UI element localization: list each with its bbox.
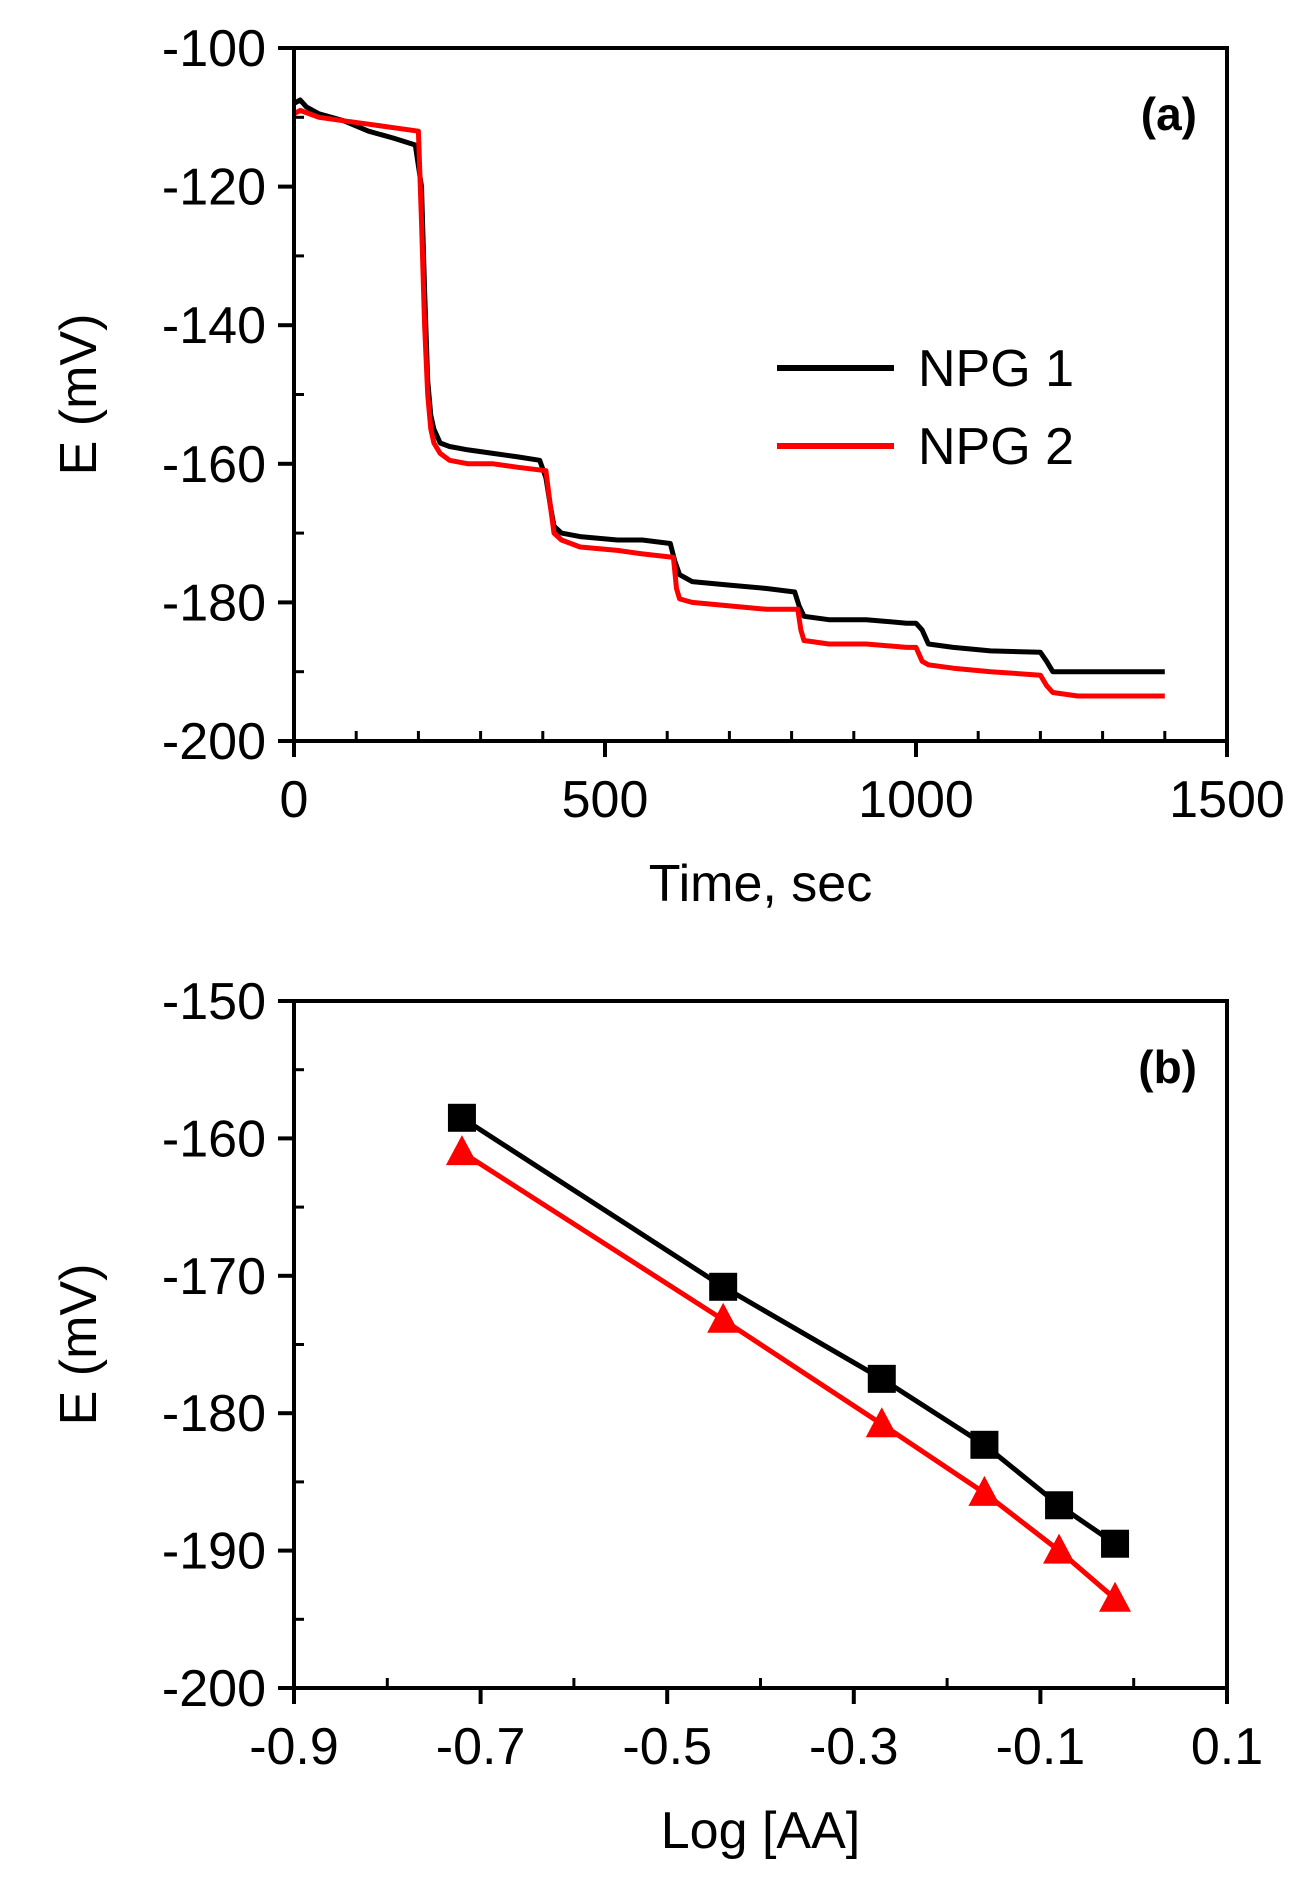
y-tick-label: -120 xyxy=(162,159,266,217)
tick-labels: -150 -160 -170 -180 -190 -200-0.9 -0.7 -0.5 -0.3… xyxy=(162,973,1263,1776)
y-tick-label: -170 xyxy=(162,1248,266,1306)
x-tick-label: 0.1 xyxy=(1191,1718,1263,1776)
legend-label-npg-2: NPG 2 xyxy=(918,418,1074,476)
data-point-square xyxy=(447,1103,476,1132)
x-tick-label: -0.9 xyxy=(249,1718,339,1776)
data-point-triangle xyxy=(865,1407,898,1438)
x-tick-label: 500 xyxy=(562,771,649,829)
minor-ticks xyxy=(294,1068,1136,1688)
data-point-triangle xyxy=(707,1302,740,1333)
plot-frame xyxy=(292,999,1229,1690)
plot-frame xyxy=(292,46,1229,743)
data-point-square xyxy=(867,1364,896,1393)
y-axis-title: E (mV) xyxy=(50,314,108,476)
legend: NPG 1 NPG 2 xyxy=(777,340,1074,476)
chart-panel-b: -150 -160 -170 -180 -190 -200-0.9 -0.7 -0.5 -0.3… xyxy=(50,973,1263,1860)
major-ticks xyxy=(278,46,1229,757)
data-point-square xyxy=(709,1272,738,1301)
x-tick-label: 1500 xyxy=(1169,771,1285,829)
data-point-triangle xyxy=(1099,1581,1132,1612)
data-point-triangle xyxy=(1043,1533,1076,1564)
x-tick-label: 1000 xyxy=(858,771,974,829)
y-tick-label: -200 xyxy=(162,713,266,771)
panel-label: (b) xyxy=(1138,1041,1197,1093)
series-line-2 xyxy=(292,107,1165,699)
data-point-triangle xyxy=(968,1475,1001,1506)
series-fit-lines xyxy=(460,1115,1117,1601)
fit-line-1 xyxy=(460,1115,1117,1546)
y-tick-label: -100 xyxy=(162,20,266,78)
data-point-square xyxy=(1101,1529,1130,1558)
major-ticks xyxy=(278,999,1229,1704)
x-tick-label: -0.5 xyxy=(622,1718,712,1776)
data-point-triangle xyxy=(445,1135,478,1166)
data-point-square xyxy=(1045,1491,1074,1520)
y-tick-label: -140 xyxy=(162,297,266,355)
panel-label: (a) xyxy=(1141,88,1197,140)
x-tick-label: -0.1 xyxy=(996,1718,1086,1776)
y-tick-label: -150 xyxy=(162,973,266,1031)
legend-label-npg-1: NPG 1 xyxy=(918,340,1074,398)
y-tick-label: -190 xyxy=(162,1523,266,1581)
y-axis-title: E (mV) xyxy=(50,1264,108,1426)
fit-line-2 xyxy=(460,1149,1117,1601)
data-point-square xyxy=(970,1430,999,1459)
x-tick-label: 0 xyxy=(280,771,309,829)
x-tick-label: -0.3 xyxy=(809,1718,899,1776)
series-lines xyxy=(292,97,1165,699)
y-tick-label: -180 xyxy=(162,1385,266,1443)
y-tick-label: -180 xyxy=(162,574,266,632)
x-tick-label: -0.7 xyxy=(436,1718,526,1776)
data-markers xyxy=(445,1103,1132,1612)
x-axis-title: Log [AA] xyxy=(661,1802,860,1860)
y-tick-label: -160 xyxy=(162,1110,266,1168)
y-tick-label: -160 xyxy=(162,436,266,494)
x-axis-title: Time, sec xyxy=(649,855,872,913)
y-tick-label: -200 xyxy=(162,1660,266,1718)
